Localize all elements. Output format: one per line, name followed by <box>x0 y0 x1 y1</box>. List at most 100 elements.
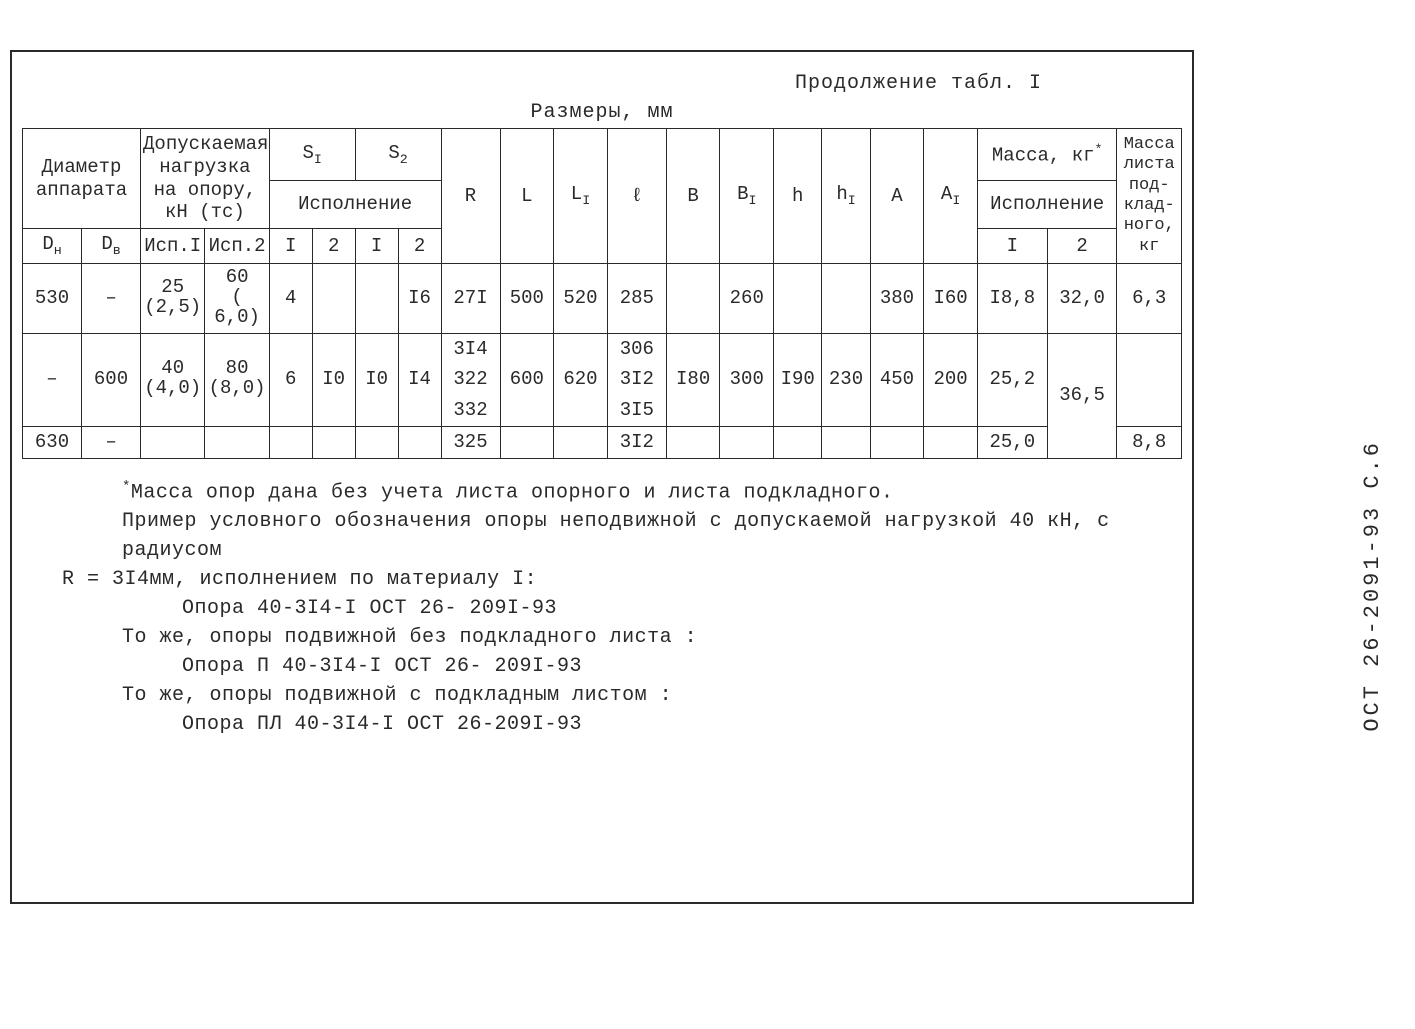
cell: 3I2 <box>607 364 666 395</box>
cell: I60 <box>924 263 978 333</box>
hdr-L1: LI <box>554 129 608 264</box>
hdr-isp1: Исп.I <box>141 229 205 264</box>
hdr-A: A <box>870 129 924 264</box>
hdr-s1: SI <box>269 129 355 181</box>
page-frame: Продолжение табл. I Размеры, мм Диаметр … <box>10 50 1194 904</box>
hdr-m2: 2 <box>1047 229 1117 264</box>
cell <box>312 263 355 333</box>
hdr-s2: S2 <box>355 129 441 181</box>
cell <box>822 263 870 333</box>
cell: 4 <box>269 263 312 333</box>
cell: 60( 6,0) <box>205 263 269 333</box>
cell: 25,2 <box>977 333 1047 426</box>
table-row: 530 – 25(2,5) 60( 6,0) 4 I6 27I 500 520 … <box>23 263 1182 333</box>
cell: 6 <box>269 333 312 426</box>
table-row: 630 – 325 3I2 25,0 8,8 <box>23 427 1182 459</box>
cell: 6,3 <box>1117 263 1182 333</box>
cell: 530 <box>23 263 82 333</box>
hdr-s1-1: I <box>269 229 312 264</box>
note-line: То же, опоры подвижной с подкладным лист… <box>62 681 1142 710</box>
hdr-load: Допускаемая нагрузка на опору, кН (тс) <box>141 129 270 229</box>
cell <box>355 427 398 459</box>
note-line: *Масса опор дана без учета листа опорног… <box>62 477 1142 508</box>
cell: – <box>23 333 82 426</box>
hdr-A1: AI <box>924 129 978 264</box>
cell: 32,0 <box>1047 263 1117 333</box>
cell: I4 <box>398 333 441 426</box>
cell <box>1117 333 1182 426</box>
footnotes: *Масса опор дана без учета листа опорног… <box>62 477 1142 740</box>
note-line: Опора 40-3I4-I ОСТ 26- 209I-93 <box>62 594 1142 623</box>
cell: 8,8 <box>1117 427 1182 459</box>
cell: 3I5 <box>607 395 666 426</box>
note-line: Опора ПЛ 40-3I4-I ОСТ 26-209I-93 <box>62 710 1142 739</box>
cell: 306 <box>607 333 666 364</box>
cell: 25,0 <box>977 427 1047 459</box>
note-line: Пример условного обозначения опоры непод… <box>62 507 1142 565</box>
cell: 25(2,5) <box>141 263 205 333</box>
cell: 380 <box>870 263 924 333</box>
cell: 630 <box>23 427 82 459</box>
cell: 322 <box>441 364 500 395</box>
cell: I0 <box>355 333 398 426</box>
cell <box>355 263 398 333</box>
cell <box>774 427 822 459</box>
cell <box>554 427 608 459</box>
cell: 230 <box>822 333 870 426</box>
hdr-isp2: Исп.2 <box>205 229 269 264</box>
cell <box>666 427 720 459</box>
cell <box>398 427 441 459</box>
cell: I90 <box>774 333 822 426</box>
cell <box>312 427 355 459</box>
hdr-mass-sheet: Масса листа под-клад-ного, кг <box>1117 129 1182 264</box>
cell: 520 <box>554 263 608 333</box>
cell: I6 <box>398 263 441 333</box>
cell: 600 <box>82 333 141 426</box>
cell <box>720 427 774 459</box>
side-doc-label: ОСТ 26-2091-93 С.6 <box>1360 440 1385 732</box>
note-line: Опора П 40-3I4-I ОСТ 26- 209I-93 <box>62 652 1142 681</box>
main-table: Диаметр аппарата Допускаемая нагрузка на… <box>22 128 1182 459</box>
cell: 300 <box>720 333 774 426</box>
cell <box>774 263 822 333</box>
cell: 36,5 <box>1047 333 1117 458</box>
hdr-diameter: Диаметр аппарата <box>23 129 141 229</box>
hdr-ispol-s: Исполнение <box>269 181 441 229</box>
hdr-R: R <box>441 129 500 264</box>
note-line: R = 3I4мм, исполнением по материалу I: <box>62 565 1142 594</box>
hdr-L: L <box>500 129 554 264</box>
hdr-mass: Масса, кг* <box>977 129 1117 181</box>
hdr-h1: hI <box>822 129 870 264</box>
cell <box>205 427 269 459</box>
cell: 600 <box>500 333 554 426</box>
cell <box>870 427 924 459</box>
cell: I0 <box>312 333 355 426</box>
hdr-B: B <box>666 129 720 264</box>
cell <box>924 427 978 459</box>
cell: – <box>82 263 141 333</box>
cell: 450 <box>870 333 924 426</box>
cell: 40(4,0) <box>141 333 205 426</box>
cell <box>269 427 312 459</box>
cell: 200 <box>924 333 978 426</box>
hdr-Dn: Dн <box>23 229 82 264</box>
table-row: – 600 40(4,0) 80(8,0) 6 I0 I0 I4 3I4 600… <box>23 333 1182 364</box>
hdr-B1: BI <box>720 129 774 264</box>
cell <box>666 263 720 333</box>
note-line: То же, опоры подвижной без подкладного л… <box>62 623 1142 652</box>
cell: 27I <box>441 263 500 333</box>
hdr-m1: I <box>977 229 1047 264</box>
cell: 3I2 <box>607 427 666 459</box>
cell: 285 <box>607 263 666 333</box>
dimensions-caption: Размеры, мм <box>22 101 1182 124</box>
cell: 500 <box>500 263 554 333</box>
hdr-Dv: Dв <box>82 229 141 264</box>
hdr-s1-2: 2 <box>312 229 355 264</box>
cell: 325 <box>441 427 500 459</box>
cell: 620 <box>554 333 608 426</box>
hdr-s2-1: I <box>355 229 398 264</box>
cell: 3I4 <box>441 333 500 364</box>
cell: I8,8 <box>977 263 1047 333</box>
hdr-h: h <box>774 129 822 264</box>
cell <box>822 427 870 459</box>
